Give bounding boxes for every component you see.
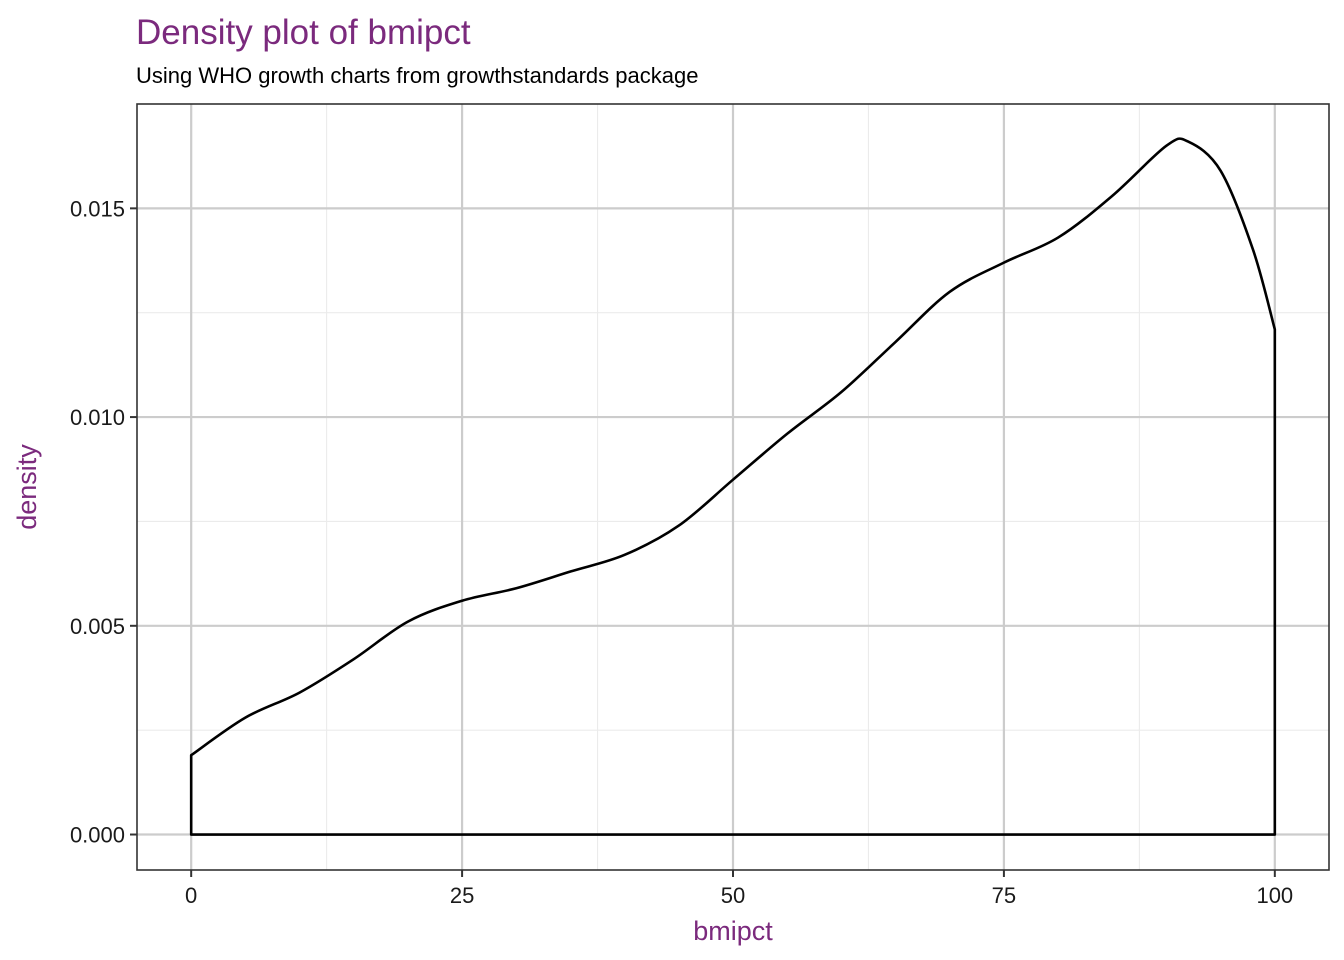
y-axis-title: density [12, 444, 42, 530]
x-tick-label: 0 [185, 883, 197, 908]
x-tick-label: 25 [450, 883, 474, 908]
y-tick-label: 0.015 [70, 196, 125, 221]
x-tick-label: 75 [992, 883, 1016, 908]
x-axis-title: bmipct [693, 916, 773, 946]
chart-subtitle: Using WHO growth charts from growthstand… [136, 63, 698, 88]
y-tick-label: 0.000 [70, 823, 125, 848]
y-tick-label: 0.010 [70, 405, 125, 430]
density-curve-layer [189, 137, 1277, 836]
chart-title: Density plot of bmipct [136, 13, 471, 52]
axis-ticks: 0 25 50 75 100 0.000 0.005 0.010 0.015 [70, 196, 1293, 908]
major-gridlines [137, 104, 1329, 870]
x-tick-label: 100 [1256, 883, 1293, 908]
y-tick-label: 0.005 [70, 614, 125, 639]
density-curve [189, 137, 1277, 836]
x-tick-label: 50 [721, 883, 745, 908]
